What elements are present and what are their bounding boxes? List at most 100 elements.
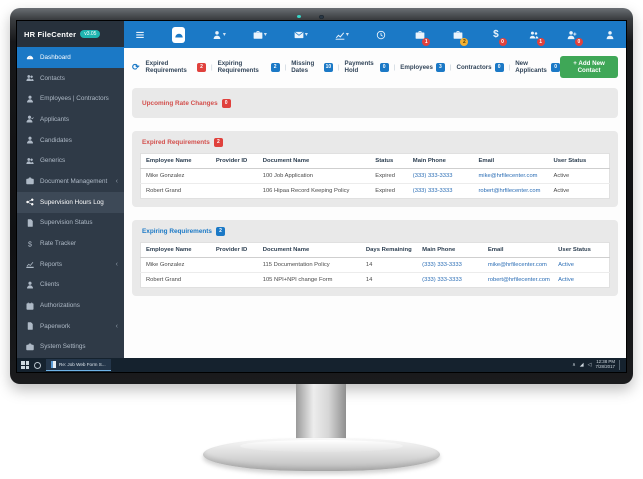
sidebar-item-supervision-status[interactable]: Supervision Status [17, 213, 124, 234]
sidebar-item-employees-contractors[interactable]: Employees | Contractors [17, 88, 124, 109]
sidebar-item-paperwork[interactable]: Paperwork ‹ [17, 316, 124, 337]
sidebar-item-label: Applicants [40, 115, 70, 123]
table-row[interactable]: Robert Grand 106 Hipaa Record Keeping Po… [141, 184, 610, 199]
search-icon[interactable] [34, 361, 41, 369]
app-logo-bar: HR FileCenter v3.05 [17, 21, 124, 47]
nav-dashboard-button[interactable] [172, 26, 185, 43]
table-header-row: Employee Name Provider ID Document Name … [140, 242, 610, 258]
show-desktop-button[interactable] [619, 360, 622, 370]
table-row[interactable]: Mike Gonzalez 100 Job Application Expire… [140, 168, 610, 184]
sidebar-item-reports[interactable]: Reports ‹ [17, 254, 124, 275]
cell-main-phone[interactable]: (333) 333-3333 [417, 257, 483, 273]
volume-icon[interactable]: ◁ [587, 362, 592, 368]
nav-user-account-button[interactable] [605, 28, 616, 42]
sidebar-item-authorizations[interactable]: Authorizations [17, 295, 124, 316]
cell-main-phone[interactable]: (333) 333-3333 [422, 277, 462, 283]
briefcase-icon [26, 177, 34, 185]
nav-payments-button[interactable]: $ 0 [490, 28, 507, 46]
cell-email[interactable]: mike@hrfilecenter.com [482, 257, 554, 273]
stat-expiring-requirements[interactable]: Expiring Requirements 2 [218, 60, 280, 74]
nav-documents-menu[interactable]: ▾ [253, 28, 267, 42]
stat-new-applicants[interactable]: New Applicants 0 [515, 60, 561, 74]
divider: | [508, 63, 511, 71]
stat-count-badge: 10 [323, 62, 333, 72]
nav-new-applicants-button[interactable]: 0 [567, 28, 583, 46]
main-content: ⟳ Expired Requirements 2 | Expiring Requ… [124, 48, 626, 358]
stat-count-badge: 2 [196, 62, 206, 72]
svg-text:$: $ [28, 241, 32, 248]
divider: | [337, 63, 340, 71]
refresh-icon[interactable]: ⟳ [132, 61, 140, 72]
notification-badge: 1 [422, 37, 431, 46]
sidebar-item-dashboard[interactable]: Dashboard [17, 47, 124, 68]
cell-provider-id [210, 257, 258, 273]
stat-contractors[interactable]: Contractors 0 [456, 62, 504, 72]
cell-employee-name: Mike Gonzalez [140, 168, 211, 184]
column-header: Main Phone [407, 153, 474, 169]
cell-email[interactable]: mike@hrfilecenter.com [473, 168, 549, 184]
stat-expired-requirements[interactable]: Expired Requirements 2 [146, 60, 206, 74]
briefcase-icon [253, 30, 263, 39]
add-new-contact-button[interactable]: + Add New Contact [560, 56, 618, 78]
notification-badge: 1 [536, 37, 545, 46]
expiring-requirements-panel: Expiring Requirements 2 Employee Name Pr… [132, 220, 618, 296]
table-row[interactable]: Robert Grand 105 NPI+NPI change Form 14 … [141, 273, 610, 288]
sidebar-item-label: System Settings [40, 343, 86, 351]
sidebar-item-rate-tracker[interactable]: $ Rate Tracker [17, 233, 124, 254]
toolbox-icon [26, 343, 34, 351]
cell-email[interactable]: robert@hrfilecenter.com [487, 277, 550, 283]
nav-employees-button[interactable]: 1 [529, 28, 545, 46]
panel-title: Upcoming Rate Changes [142, 99, 218, 107]
caret-down-icon: ▾ [345, 32, 349, 38]
briefcase-icon [415, 30, 425, 39]
power-led [297, 15, 301, 18]
sidebar-item-clients[interactable]: Clients [17, 275, 124, 296]
nav-contacts-menu[interactable]: ▾ [212, 28, 226, 42]
stat-employees[interactable]: Employees 3 [400, 62, 445, 72]
start-button[interactable] [21, 361, 29, 369]
nav-expired-requirements-button[interactable]: 1 [414, 28, 431, 46]
column-header: User Status [548, 153, 610, 169]
cell-main-phone[interactable]: (333) 333-3333 [407, 168, 474, 184]
menu-toggle-button[interactable] [134, 28, 145, 42]
version-badge: v3.05 [80, 30, 101, 38]
cell-email[interactable]: robert@hrfilecenter.com [478, 188, 541, 194]
cell-main-phone[interactable]: (333) 333-3333 [412, 188, 453, 194]
column-header: Employee Name [140, 242, 211, 258]
sidebar-item-document-management[interactable]: Document Management ‹ [17, 171, 124, 192]
upcoming-rate-changes-panel: Upcoming Rate Changes 0 [132, 88, 618, 118]
cell-user-status: Active [553, 188, 570, 194]
tray-chevron-icon[interactable]: ∧ [572, 362, 576, 368]
nav-clock-button[interactable] [376, 28, 387, 42]
panel-header: Expired Requirements 2 [140, 138, 610, 153]
nav-messages-menu[interactable]: ▾ [294, 28, 308, 42]
cell-document-name: 100 Job Application [257, 168, 371, 184]
taskbar-clock[interactable]: 12:38 PM 7/28/2017 [595, 359, 615, 370]
column-header: Email [482, 242, 554, 258]
sidebar-item-label: Rate Tracker [40, 240, 77, 248]
stat-missing-dates[interactable]: Missing Dates 10 [291, 60, 333, 74]
sidebar-item-applicants[interactable]: Applicants [17, 109, 124, 130]
stat-payments-hold[interactable]: Payments Hold 0 [345, 60, 389, 74]
chevron-left-icon: ‹ [115, 322, 118, 330]
gauge-icon [174, 33, 183, 37]
file-icon [27, 219, 33, 227]
taskbar-task-button[interactable]: Re: Job Web Form S... [46, 359, 111, 371]
document-icon [51, 361, 56, 368]
nav-reports-menu[interactable]: ▾ [335, 28, 349, 42]
divider: | [284, 63, 287, 71]
stat-label: Contractors [456, 63, 492, 71]
clock-icon [377, 30, 386, 39]
webcam-dot [319, 15, 324, 19]
sidebar-item-candidates[interactable]: Candidates [17, 130, 124, 151]
sidebar-item-label: Supervision Status [40, 219, 93, 227]
network-icon[interactable]: ◢ [579, 362, 584, 368]
table-row[interactable]: Mike Gonzalez 115 Documentation Policy 1… [140, 257, 610, 273]
sidebar-item-system-settings[interactable]: System Settings [17, 337, 124, 358]
sidebar-item-generics[interactable]: Generics [17, 150, 124, 171]
nav-expiring-requirements-button[interactable]: 2 [452, 28, 469, 46]
cell-document-name: 115 Documentation Policy [257, 257, 361, 273]
sidebar-item-contacts[interactable]: Contacts [17, 68, 124, 89]
sidebar-item-supervision-hours-log[interactable]: Supervision Hours Log [17, 191, 124, 213]
chart-line-icon [335, 31, 345, 40]
